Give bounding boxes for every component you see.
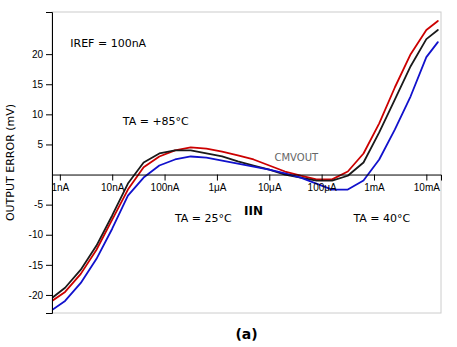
chart-title: (a) bbox=[235, 326, 257, 342]
y-tick-label: -15 bbox=[29, 260, 44, 271]
y-tick: -15 bbox=[29, 260, 52, 271]
y-tick: 20 bbox=[32, 49, 52, 60]
y-axis-line bbox=[46, 13, 53, 314]
y-tick-mark bbox=[46, 265, 52, 266]
x-tick-mark bbox=[426, 175, 427, 181]
y-axis: -20 -15 -10 -5 5 10 15 20 bbox=[29, 13, 53, 314]
annotation: TA = 25°C bbox=[174, 212, 232, 225]
y-tick: 15 bbox=[32, 79, 52, 90]
y-tick: -5 bbox=[34, 199, 52, 210]
y-axis-label: OUTPUT ERROR (mV) bbox=[4, 104, 17, 221]
y-tick: 5 bbox=[37, 139, 52, 150]
x-tick-label: 1mA bbox=[364, 182, 385, 193]
x-tick: 100μA bbox=[308, 175, 337, 193]
x-tick-mark bbox=[165, 175, 166, 181]
y-tick-label: 10 bbox=[32, 109, 44, 120]
y-tick: 10 bbox=[32, 109, 52, 120]
x-tick-label: 10μA bbox=[258, 182, 282, 193]
y-tick-mark bbox=[46, 235, 52, 236]
x-tick: 10nA bbox=[101, 175, 125, 193]
x-tick-mark bbox=[217, 175, 218, 181]
x-tick-label: 10mA bbox=[414, 182, 440, 193]
x-tick: 10mA bbox=[414, 175, 440, 193]
x-tick-label: 10nA bbox=[101, 182, 125, 193]
series-line bbox=[52, 42, 438, 310]
y-tick-mark bbox=[46, 54, 52, 55]
annotation: IIN bbox=[244, 204, 263, 218]
x-tick-mark bbox=[269, 175, 270, 181]
annotation: TA = +85°C bbox=[122, 115, 189, 128]
x-tick: 10μA bbox=[258, 175, 282, 193]
y-tick-label: -20 bbox=[29, 290, 44, 301]
y-tick-label: 20 bbox=[32, 49, 44, 60]
y-tick: -20 bbox=[29, 290, 52, 301]
y-tick-mark bbox=[46, 295, 52, 296]
x-tick: 100nA bbox=[151, 175, 180, 193]
lines bbox=[52, 21, 438, 310]
plot-frame bbox=[52, 12, 441, 313]
x-tick: 1nA bbox=[51, 175, 69, 193]
chart-svg: -20 -15 -10 -5 5 10 15 20 1nA 10nA 100nA 1μA 10μA 100… bbox=[0, 0, 457, 347]
x-tick-mark bbox=[60, 175, 61, 181]
y-tick-mark bbox=[46, 205, 52, 206]
x-tick-mark bbox=[112, 175, 113, 181]
y-tick-label: -5 bbox=[34, 199, 43, 210]
series-line bbox=[52, 21, 438, 301]
plot-area: -20 -15 -10 -5 5 10 15 20 1nA 10nA 100nA 1μA 10μA 100… bbox=[29, 12, 442, 314]
x-tick-mark bbox=[374, 175, 375, 181]
series-line bbox=[52, 30, 438, 298]
y-tick: -10 bbox=[29, 229, 52, 240]
x-tick-label: 1nA bbox=[51, 182, 69, 193]
y-tick-mark bbox=[46, 144, 52, 145]
chart-container: -20 -15 -10 -5 5 10 15 20 1nA 10nA 100nA 1μA 10μA 100… bbox=[0, 0, 457, 347]
annotation: CMVOUT bbox=[275, 152, 319, 163]
x-tick-label: 1μA bbox=[208, 182, 226, 193]
x-tick-mark bbox=[322, 175, 323, 181]
y-tick-mark bbox=[46, 114, 52, 115]
annotation: TA = 40°C bbox=[352, 212, 410, 225]
y-tick-label: 5 bbox=[37, 139, 43, 150]
x-axis: 1nA 10nA 100nA 1μA 10μA 100μA 1mA 10mA bbox=[51, 175, 441, 193]
y-tick-label: 15 bbox=[32, 79, 44, 90]
x-tick-label: 100μA bbox=[308, 182, 337, 193]
x-axis-line bbox=[53, 175, 442, 181]
x-tick: 1μA bbox=[208, 175, 226, 193]
x-tick: 1mA bbox=[364, 175, 385, 193]
annotation: IREF = 100nA bbox=[70, 37, 146, 50]
y-tick-label: -10 bbox=[29, 229, 44, 240]
y-tick-mark bbox=[46, 84, 52, 85]
annotations: IREF = 100nA TA = +85°C TA = 25°C IIN TA = 4… bbox=[70, 37, 410, 225]
x-tick-label: 100nA bbox=[151, 182, 180, 193]
